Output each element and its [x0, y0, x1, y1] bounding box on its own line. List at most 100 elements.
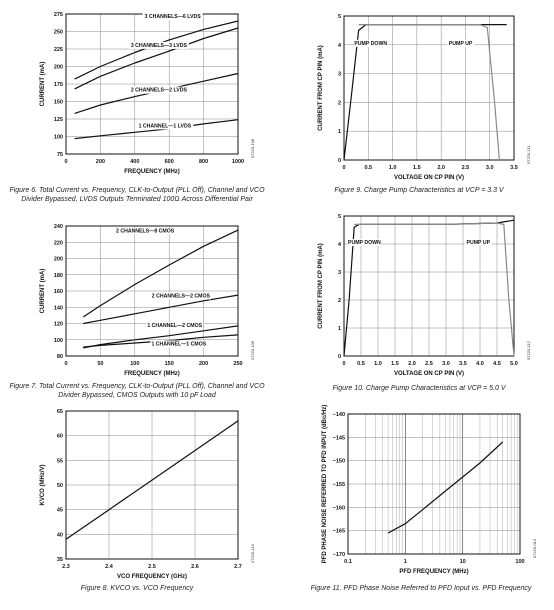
figure-6: 0 200 400 600 800 1000 75 100 125 150 175 200 225 250… — [30, 10, 270, 185]
x-axis-label: VOLTAGE ON CP PIN (V) — [394, 371, 464, 377]
y-tick-label: −160 — [333, 505, 345, 511]
x-tick-label: 200 — [96, 159, 105, 165]
plot-frame — [65, 410, 239, 560]
figure-side-number: 07220-110 — [250, 543, 255, 563]
annotation-label: 2 CHANNELS—2 LVDS — [131, 88, 188, 94]
annotation-label: PUMP UP — [467, 240, 491, 246]
annotation-bg — [142, 13, 203, 21]
annotation-bg — [115, 227, 176, 235]
y-tick-label: 4 — [338, 242, 342, 248]
series-line-2 — [74, 27, 239, 90]
plot-frame — [343, 15, 515, 161]
x-tick-label: 10 — [460, 559, 466, 565]
y-tick-label: 2 — [338, 100, 341, 106]
y-tick-label: 100 — [54, 135, 63, 141]
x-tick-label: 2.5 — [148, 564, 156, 570]
y-tick-label: 60 — [57, 434, 63, 440]
series-line-1 — [82, 229, 239, 318]
y-tick-label: 35 — [57, 557, 63, 563]
y-tick-label: 100 — [54, 338, 63, 344]
x-tick-label: 600 — [165, 159, 174, 165]
annotation-label: PUMP DOWN — [348, 240, 381, 246]
y-tick-label: 125 — [54, 117, 63, 123]
caption-fig7: Figure 7. Total Current vs. Frequency, C… — [9, 383, 265, 399]
annotation-bg — [353, 39, 388, 47]
y-tick-label: 80 — [57, 354, 63, 360]
x-tick-label: 0.1 — [344, 559, 352, 565]
annotation-bg — [347, 239, 382, 246]
series-line-2 — [83, 294, 239, 325]
x-tick-label: 1.5 — [413, 165, 421, 171]
y-tick-label: −140 — [333, 412, 345, 418]
y-axis-label: CURRENT FROM CP PIN (mA) — [318, 45, 324, 131]
y-axis-label: PFD PHASE NOISE REFERRED TO PFD INPUT (d… — [322, 405, 328, 564]
annotation-label: 2 CHANNELS—8 CMOS — [116, 229, 175, 235]
x-tick-label: 1000 — [232, 159, 244, 165]
x-tick-label: 100 — [515, 559, 524, 565]
annotation-bg — [150, 292, 211, 300]
y-tick-label: 0 — [338, 354, 341, 360]
x-tick-label: 200 — [199, 361, 208, 367]
annotation-bg — [146, 321, 204, 329]
y-tick-label: 1 — [338, 129, 341, 135]
y-tick-label: 75 — [57, 152, 63, 158]
series-line-1 — [387, 441, 504, 534]
annotation-label: 1 CHANNEL—1 CMOS — [151, 341, 206, 347]
y-tick-label: 220 — [54, 240, 63, 246]
x-tick-label: 0 — [342, 165, 345, 171]
series-line-1 — [74, 20, 239, 80]
series-line-1 — [65, 420, 239, 540]
y-tick-label: −170 — [333, 552, 345, 558]
annotation-label: 3 CHANNELS—3 LVDS — [131, 43, 188, 49]
annotation-bg — [128, 41, 189, 49]
x-tick-label: 1.0 — [374, 361, 382, 367]
x-axis-label: VOLTAGE ON CP PIN (V) — [394, 175, 464, 181]
x-tick-label: 1.5 — [391, 361, 399, 367]
y-tick-label: 1 — [338, 326, 341, 332]
y-tick-label: 3 — [338, 72, 341, 78]
y-tick-label: 45 — [57, 508, 63, 514]
annotation-label: 1 CHANNEL—2 CMOS — [147, 323, 202, 329]
y-tick-label: 4 — [338, 43, 342, 49]
annotation-label: 1 CHANNEL—1 LVDS — [139, 123, 192, 129]
x-tick-label: 0.5 — [364, 165, 372, 171]
x-tick-label: 2.0 — [437, 165, 445, 171]
caption-fig9: Figure 9. Charge Pump Characteristics at… — [334, 187, 504, 194]
x-tick-label: 2.6 — [191, 564, 199, 570]
plot-frame — [343, 215, 515, 357]
x-tick-label: 2.0 — [408, 361, 416, 367]
x-axis-label: VCO FREQUENCY (GHz) — [117, 574, 187, 580]
y-tick-label: 150 — [54, 100, 63, 106]
y-tick-label: 175 — [54, 82, 63, 88]
annotation-bg — [128, 86, 189, 94]
series-line-2 — [354, 222, 515, 357]
x-tick-label: 250 — [233, 361, 242, 367]
y-tick-label: 200 — [54, 257, 63, 263]
x-tick-label: 2.5 — [425, 361, 433, 367]
y-tick-label: 0 — [338, 158, 341, 164]
plot-frame — [65, 225, 239, 357]
y-tick-label: 50 — [57, 483, 63, 489]
x-tick-label: 0 — [64, 159, 67, 165]
y-axis-label: CURRENT (mA) — [40, 269, 46, 314]
x-axis-label: FREQUENCY (MHz) — [124, 169, 180, 175]
annotation-bg — [136, 122, 194, 130]
y-tick-label: 240 — [54, 224, 63, 230]
y-tick-label: 120 — [54, 322, 63, 328]
x-tick-label: 3.0 — [442, 361, 450, 367]
figure-side-number: 07220-111 — [526, 145, 531, 164]
caption-fig6: Figure 6. Total Current vs. Frequency, C… — [9, 187, 265, 203]
y-tick-label: 180 — [54, 273, 63, 279]
y-tick-label: 140 — [54, 305, 63, 311]
y-tick-label: 225 — [54, 47, 63, 53]
annotation-bg — [464, 239, 492, 246]
x-tick-label: 800 — [199, 159, 208, 165]
y-tick-label: 65 — [57, 409, 63, 415]
y-tick-label: 5 — [338, 14, 341, 20]
annotation-label: PUMP DOWN — [354, 41, 387, 47]
y-tick-label: 5 — [338, 214, 341, 220]
x-tick-label: 2.7 — [234, 564, 242, 570]
figure-7: 0 50 100 150 200 250 80 100 120 140 160 180 200 220 24… — [30, 222, 270, 382]
chart-fig10: 0 0.5 1.0 1.5 2.0 2.5 3.0 3.5 4.0 4.5 5.0 0 1 2 3 4 5 VOL… — [318, 214, 531, 377]
y-axis-label: CURRENT (mA) — [40, 62, 46, 107]
